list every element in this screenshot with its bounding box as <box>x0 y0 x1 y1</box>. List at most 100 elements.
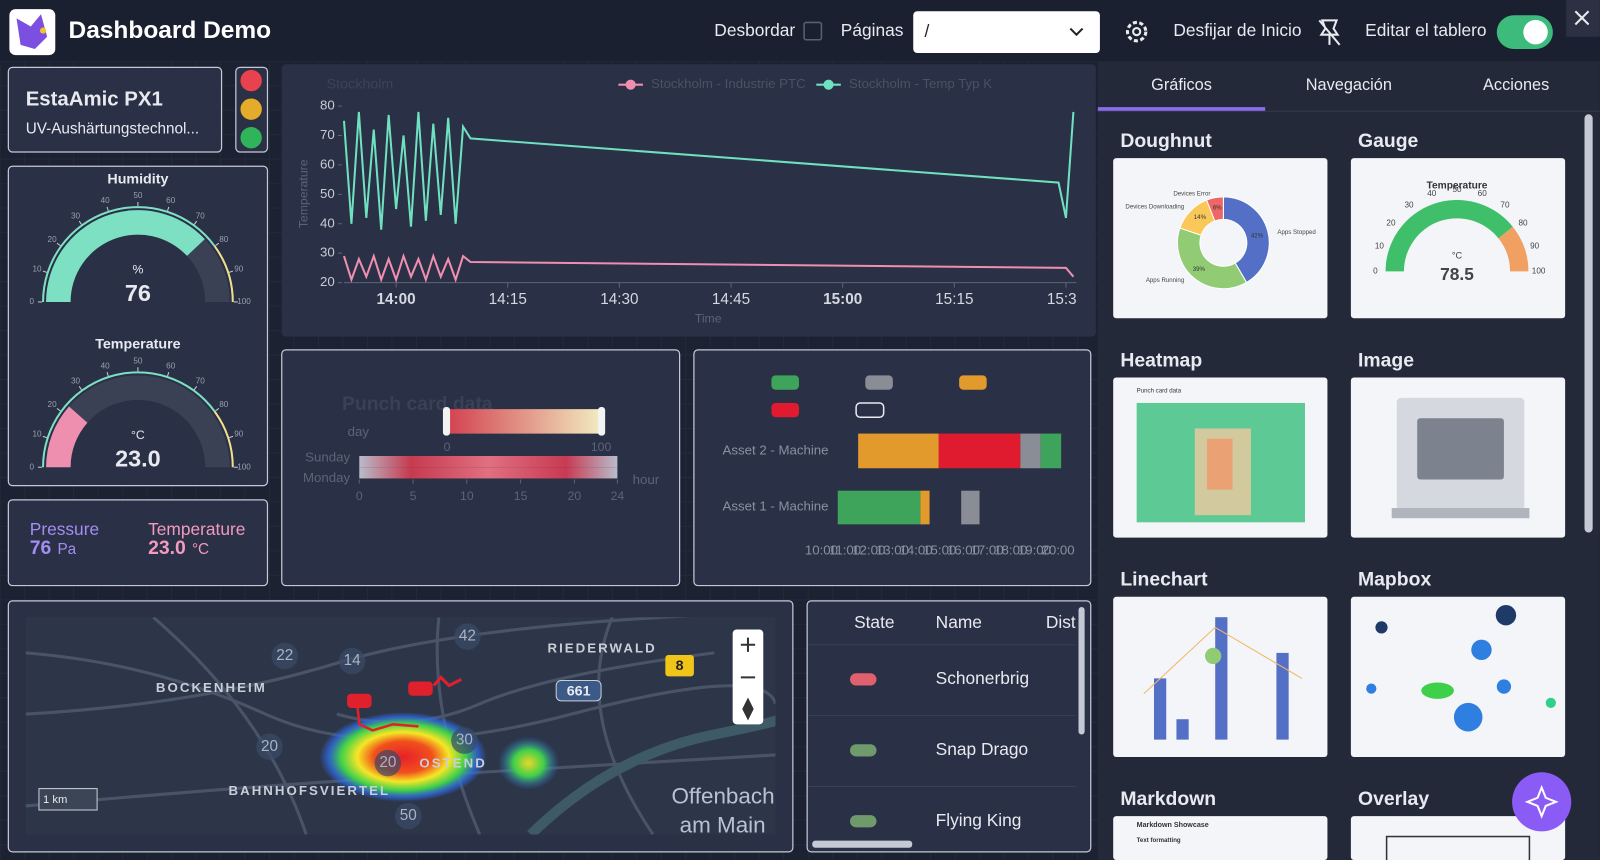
settings-button[interactable] <box>1125 20 1148 43</box>
sidebar-tab[interactable]: Navegación <box>1306 76 1392 94</box>
scrollbar[interactable] <box>1584 114 1593 533</box>
gauge-tick-label: 70 <box>1500 200 1510 209</box>
gauge-tick <box>167 206 170 211</box>
widget-title[interactable]: Doughnut <box>1120 130 1212 152</box>
time-label: 11:00 <box>829 542 861 557</box>
assistant-button[interactable] <box>1512 772 1572 832</box>
gauge-tick-label: 30 <box>71 211 81 220</box>
header-bar <box>0 0 1600 62</box>
gauge-tick-label: 20 <box>48 400 58 409</box>
y-tick-label: 60 <box>320 156 335 171</box>
gauge-tick-label: 20 <box>1386 219 1396 228</box>
x-tick-label: 20 <box>568 489 582 503</box>
row-label: Asset 2 - Machine <box>723 442 829 457</box>
gauge-tick-label: 70 <box>196 211 206 220</box>
gauge-tick-label: 30 <box>1404 200 1414 209</box>
x-tick-label: 15:15 <box>935 291 973 308</box>
legend-swatch <box>865 375 893 390</box>
widget-title[interactable]: Mapbox <box>1358 569 1431 591</box>
widget-title[interactable]: Linechart <box>1120 569 1208 591</box>
x-tick-label: 5 <box>410 489 417 503</box>
widget-thumbnail[interactable] <box>1113 158 1328 319</box>
gauge-tick <box>193 220 198 225</box>
widget-thumbnail[interactable] <box>1113 816 1328 860</box>
widget-thumbnail[interactable] <box>1350 596 1566 757</box>
thumb-dot <box>1205 647 1222 665</box>
scrollbar[interactable] <box>1078 606 1085 735</box>
cluster-label: 50 <box>400 807 417 824</box>
vehicle-icon <box>408 681 433 696</box>
legend-swatch <box>771 402 799 418</box>
gauge-tick-label: 100 <box>237 462 251 471</box>
gauge-tick-label: 40 <box>1427 189 1437 198</box>
row-label: Asset 1 - Machine <box>723 499 829 514</box>
pages-select[interactable] <box>913 11 1100 54</box>
legend-label: Stockholm - Industrie PTC <box>651 76 806 91</box>
gauge-value <box>46 406 88 468</box>
y-axis-label: day <box>348 424 370 439</box>
x-tick-label: 14:45 <box>712 291 750 308</box>
thumb-bar <box>1153 678 1167 740</box>
gauge-tick-label: 60 <box>166 361 176 370</box>
vehicle-route <box>355 703 419 732</box>
scrollbar[interactable] <box>812 840 913 848</box>
column-header[interactable]: Name <box>936 612 982 632</box>
gauge-tick <box>228 270 234 273</box>
timeline-bar <box>858 433 939 469</box>
line-chart: Stockholm Temperature Time 20 30 40 50 60 70 80 14… <box>296 76 1077 326</box>
sidebar-tab[interactable]: Gráficos <box>1151 76 1212 94</box>
gauge-scale <box>213 245 234 302</box>
map-road <box>597 617 655 835</box>
heatmap-blob <box>498 736 560 790</box>
color-scale <box>446 409 603 434</box>
widget-title[interactable]: Markdown <box>1120 788 1216 810</box>
overflow-checkbox[interactable] <box>803 21 823 41</box>
widget-title[interactable]: Heatmap <box>1120 349 1202 371</box>
gauge-title: Temperature <box>1427 180 1488 191</box>
legend-marker <box>823 79 834 90</box>
row-name: Flying King <box>936 810 1022 830</box>
district-label: BOCKENHEIM <box>156 680 267 695</box>
sidebar-tab[interactable]: Acciones <box>1483 76 1549 94</box>
x-tick-label: 14:00 <box>377 291 416 308</box>
thumb-marker <box>1366 683 1377 694</box>
scale-handle <box>598 407 606 436</box>
gauge-unit: % <box>132 263 143 277</box>
punch-card-row <box>359 456 618 468</box>
slice-label: 6% <box>1213 205 1222 212</box>
day-label: Monday <box>303 470 351 485</box>
scale-handle <box>442 407 451 436</box>
device-subtitle: UV-Aushärtungstechnol... <box>26 121 199 138</box>
widget-title[interactable]: Gauge <box>1358 130 1419 152</box>
column-header[interactable]: Dist <box>1046 612 1076 632</box>
timeline-bar <box>920 490 930 525</box>
column-header[interactable]: State <box>854 612 894 632</box>
sparkle-icon <box>1524 784 1559 819</box>
gauge-tick-label: 0 <box>1373 267 1378 276</box>
thumb-subtitle: Text formatting <box>1137 837 1181 844</box>
row-name: Snap Drago <box>936 739 1028 759</box>
widget-thumbnail[interactable] <box>1350 158 1566 319</box>
unpin-button[interactable]: Desfijar de Inicio <box>1173 20 1301 40</box>
gauge-tick-label: 30 <box>71 377 81 386</box>
map: BOCKENHEIM RIEDERWALD OSTEND BAHNHOFSVIERTE… <box>25 617 776 835</box>
widget-title[interactable]: Overlay <box>1358 788 1429 810</box>
gauge-tick-label: 0 <box>30 462 35 471</box>
machine-base <box>1391 508 1530 519</box>
gauge-tick <box>167 371 170 377</box>
scale-label: 0 <box>444 440 451 454</box>
thumb-marker <box>1471 639 1492 661</box>
widget-title[interactable]: Image <box>1358 349 1414 371</box>
cluster <box>451 727 478 754</box>
widget-thumbnail[interactable] <box>1350 816 1566 860</box>
cluster-label: 30 <box>456 732 473 749</box>
thumb-title: Punch card data <box>1137 387 1182 394</box>
gauge-title: Temperature <box>95 337 180 353</box>
device-name: EstaAmic PX1 <box>26 88 163 110</box>
thumb-heat <box>1421 682 1454 699</box>
thumb-bar <box>1176 719 1189 740</box>
gauge-tick <box>228 435 234 439</box>
time-label: 12:00 <box>852 542 885 557</box>
thumb-marker <box>1495 604 1517 626</box>
